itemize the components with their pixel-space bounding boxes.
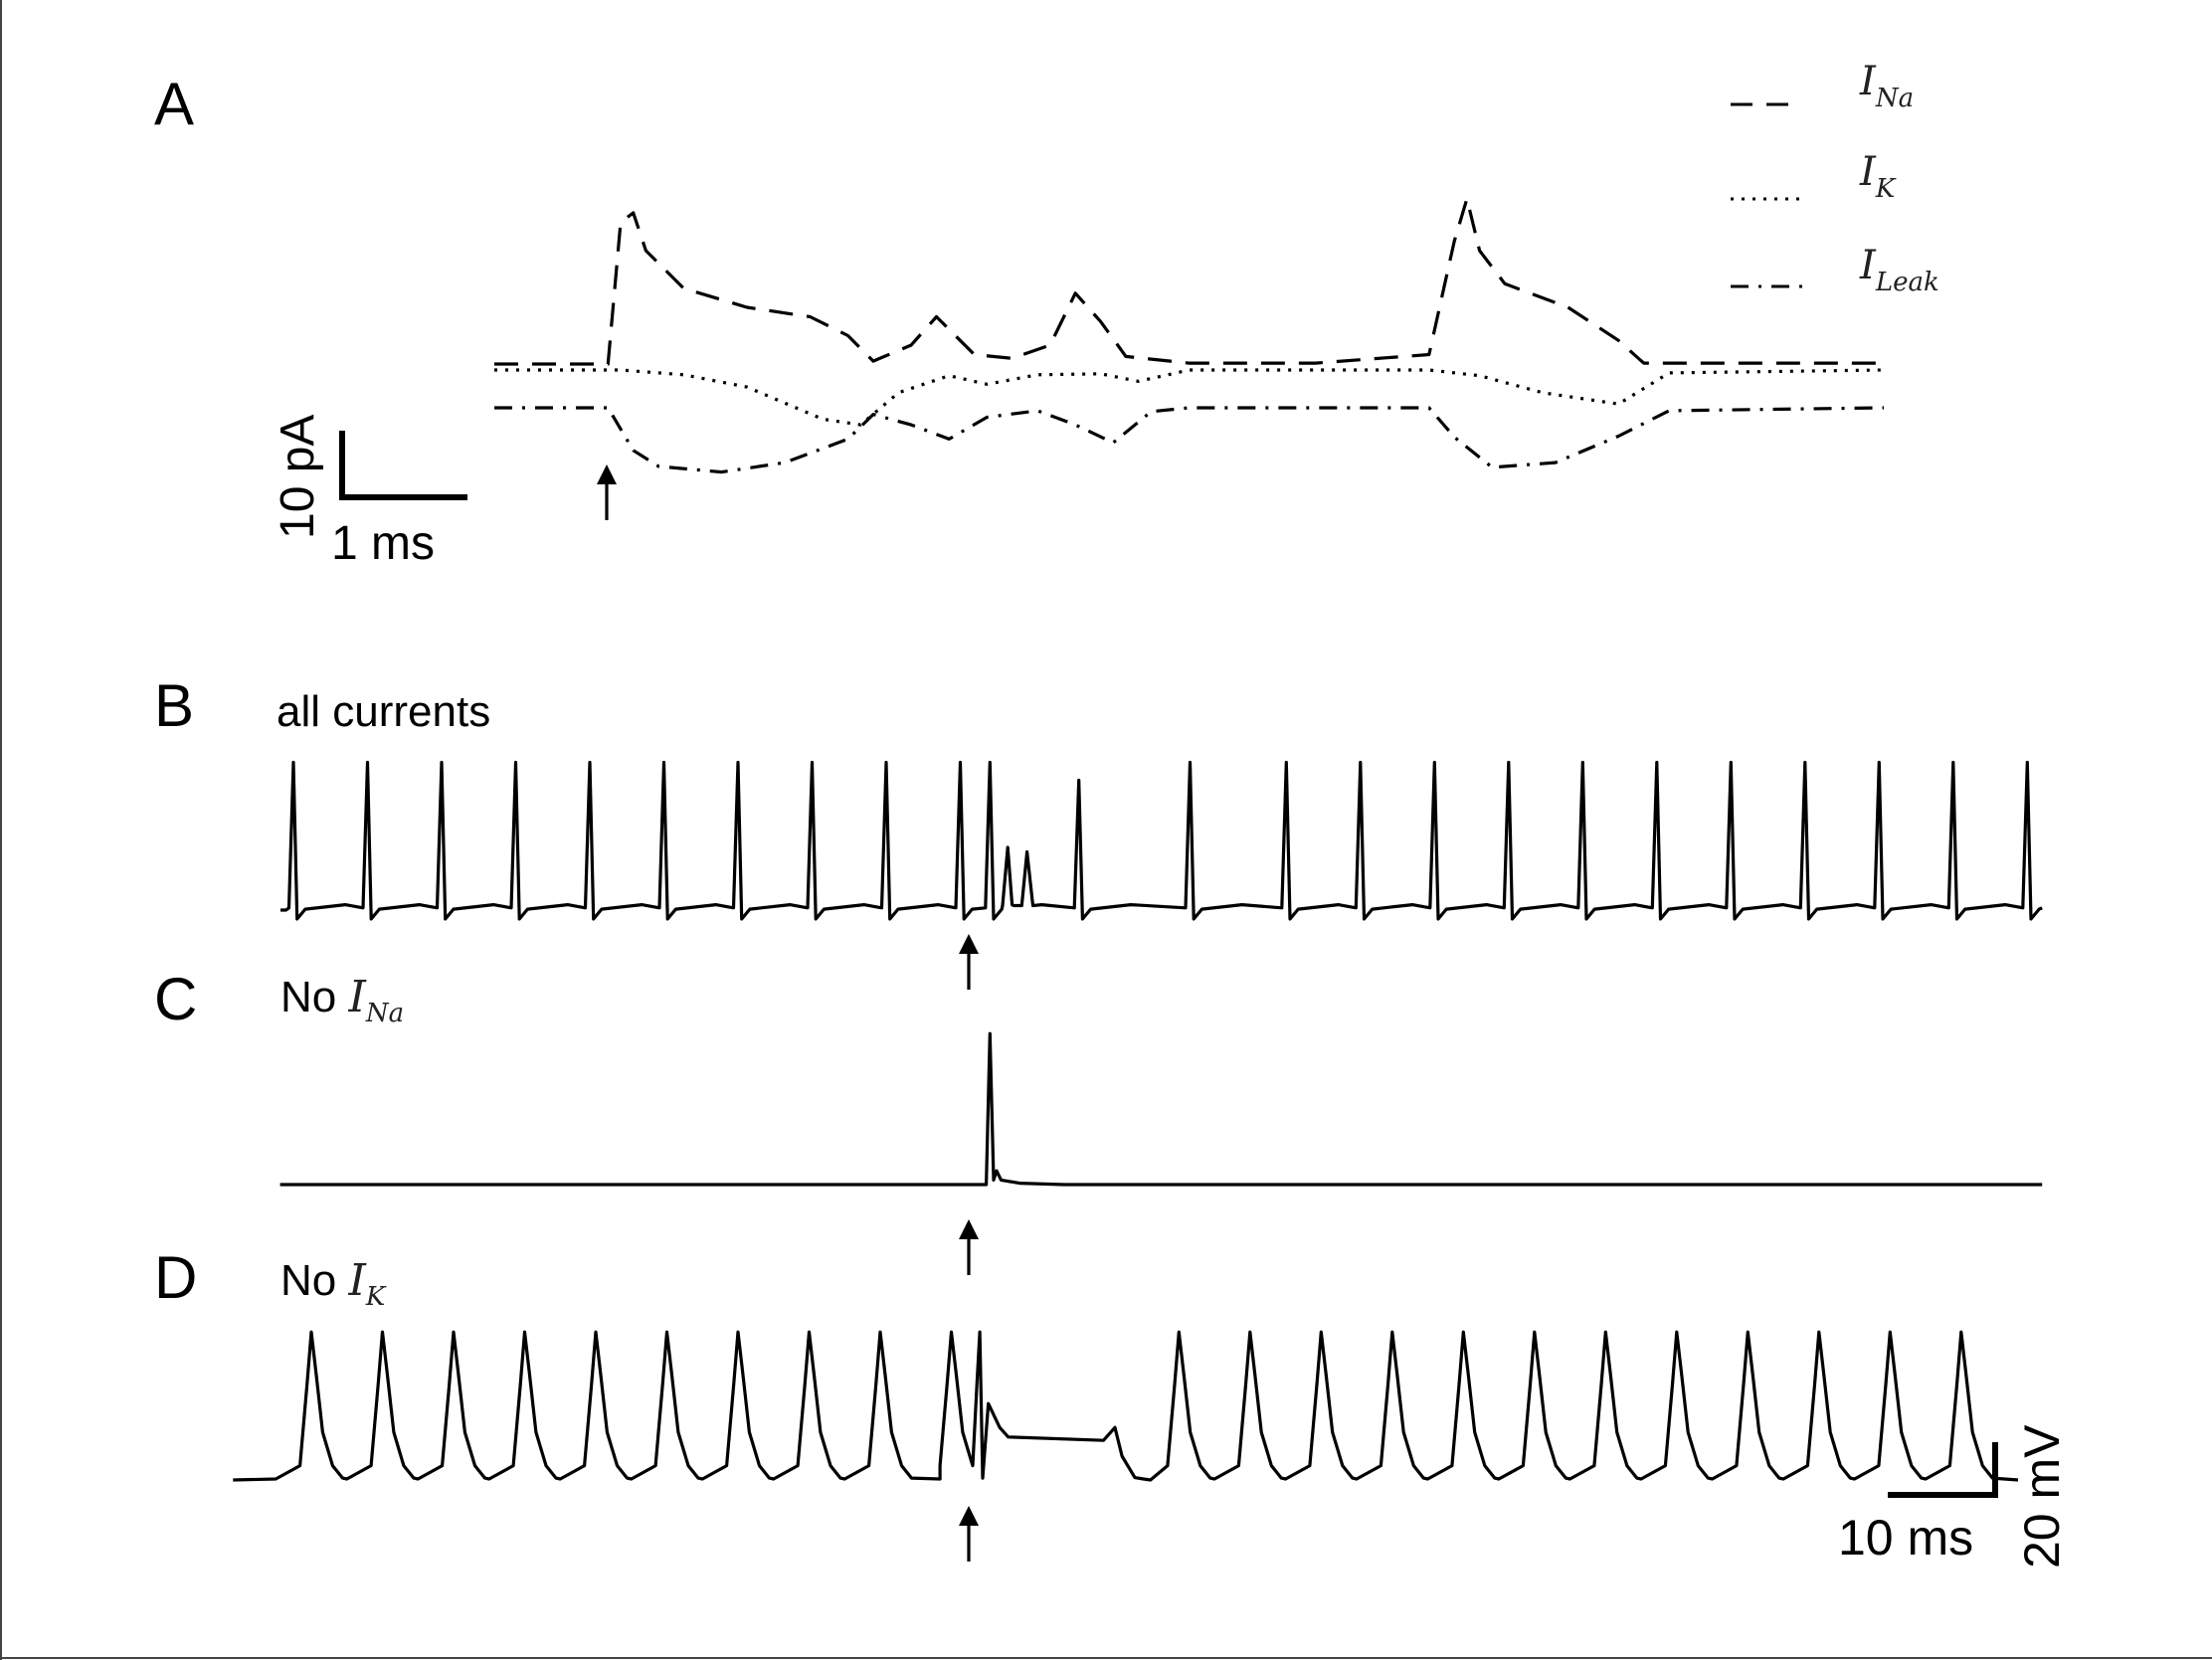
panel-a-scalebar-horizontal-label: 1 ms (331, 517, 435, 570)
panel-b-stimulus-arrow (959, 934, 979, 990)
legend-ileak-label: ILeak (1859, 243, 1939, 297)
panel-a-stimulus-arrow (597, 464, 617, 520)
panel-d: D No IK 10 ms 20 mV (154, 1244, 2070, 1568)
panel-d-scalebar-vertical-label: 20 mV (2014, 1424, 2070, 1568)
panel-a: A INa IK ILeak 10 pA 1 ms (154, 59, 1939, 570)
legend-ina-label: INa (1859, 59, 1914, 113)
panel-d-scalebar: 10 ms 20 mV (1838, 1424, 2070, 1568)
panel-b-letter: B (154, 672, 194, 739)
legend-ik-label: IK (1859, 149, 1897, 204)
panel-d-scalebar-horizontal-label: 10 ms (1838, 1510, 1973, 1566)
panel-d-voltage-trace (233, 1330, 2019, 1482)
panel-d-title: No IK (280, 1255, 387, 1312)
ileak-trace (494, 406, 1885, 474)
panel-c: C No INa (154, 966, 2043, 1275)
panel-a-letter: A (154, 71, 194, 137)
panel-c-title: No INa (280, 972, 404, 1028)
panel-b-title: all currents (276, 687, 490, 736)
panel-d-scalebar-lines (1888, 1442, 1998, 1498)
panel-b-voltage-trace (280, 760, 2043, 921)
panel-a-scalebar-lines (339, 431, 467, 500)
panel-c-voltage-trace (279, 1031, 2043, 1187)
ina-trace (494, 197, 1884, 366)
panel-c-letter: C (154, 966, 197, 1032)
panel-d-stimulus-arrow (959, 1506, 979, 1562)
panel-b: B all currents (154, 672, 2043, 990)
panel-c-stimulus-arrow (959, 1219, 979, 1275)
panel-a-scalebar-vertical-label: 10 pA (272, 415, 324, 539)
panel-a-scalebar: 10 pA 1 ms (272, 415, 467, 570)
ik-trace (494, 368, 1885, 427)
panel-d-letter: D (154, 1244, 197, 1311)
panel-a-legend: INa IK ILeak (1731, 59, 1939, 297)
